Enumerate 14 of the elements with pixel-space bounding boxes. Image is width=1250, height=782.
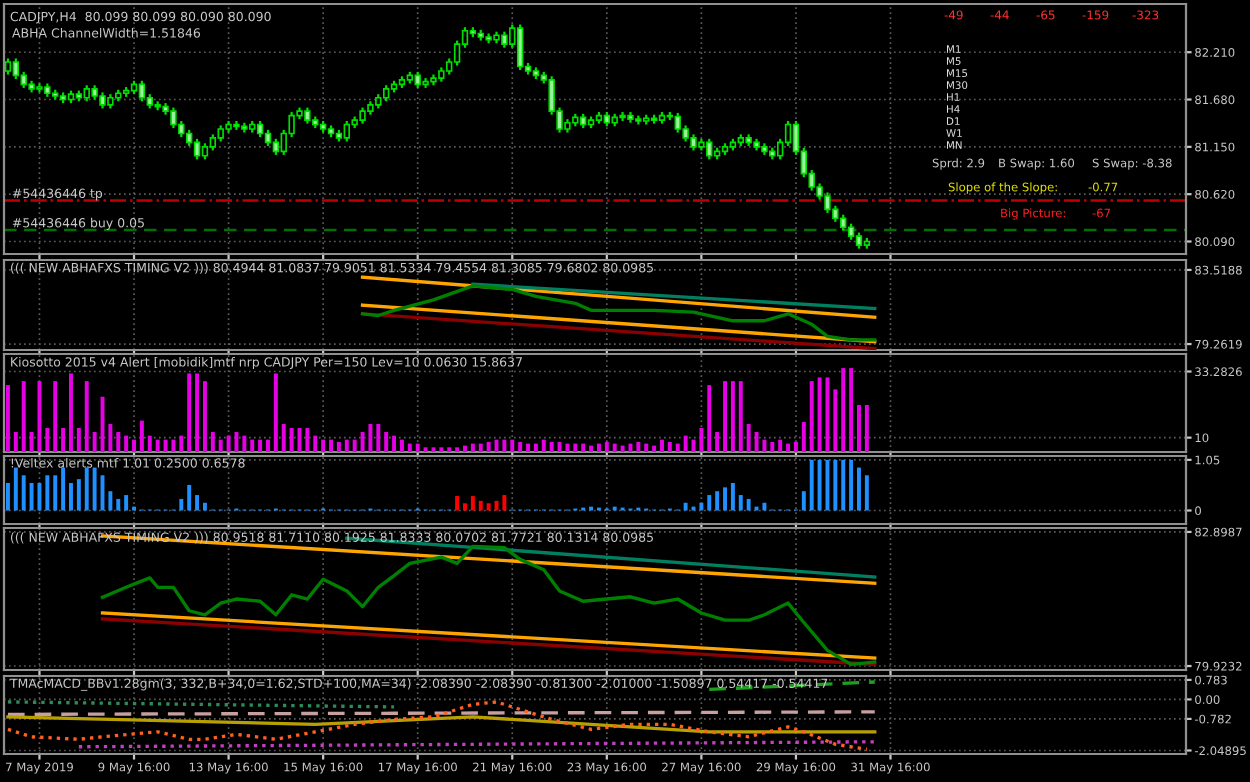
candlestick [706, 137, 713, 161]
candlestick [516, 23, 524, 72]
candlestick [12, 57, 20, 81]
candlestick [674, 111, 681, 134]
line-series [100, 544, 877, 667]
candlestick [193, 137, 201, 161]
candlestick [824, 191, 831, 215]
candlestick [233, 119, 240, 131]
candlestick [170, 106, 177, 130]
line-series [360, 284, 877, 342]
line-series [6, 700, 869, 751]
candlestick [619, 110, 626, 123]
candlestick [138, 79, 146, 103]
candlestick [343, 119, 350, 143]
